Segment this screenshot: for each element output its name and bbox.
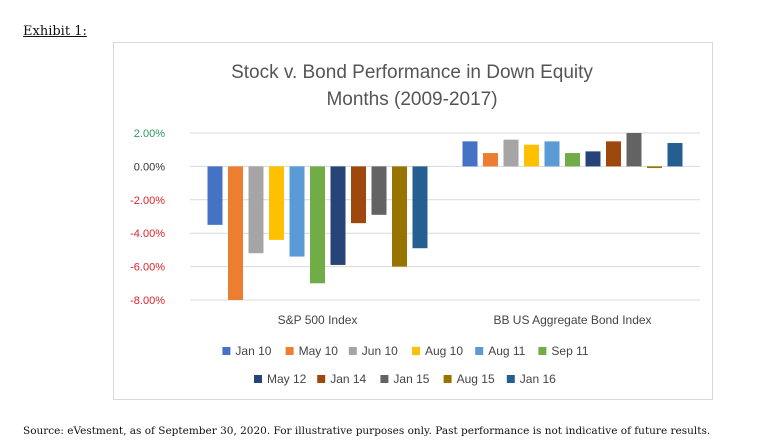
bar-sep-11	[565, 153, 580, 167]
bar-jan-10	[462, 141, 478, 167]
exhibit-label: Exhibit 1:	[23, 24, 87, 39]
bar-aug-15	[647, 166, 662, 169]
bar-aug-10	[524, 144, 539, 167]
legend-label: Jan 16	[520, 372, 556, 386]
source-note: Source: eVestment, as of September 30, 2…	[23, 425, 711, 437]
y-tick-label: -4.00%	[130, 228, 165, 240]
bar-aug-10	[269, 166, 284, 240]
legend-label: Aug 15	[457, 372, 495, 386]
legend-swatch	[380, 375, 389, 383]
y-tick-label: 2.00%	[134, 128, 165, 140]
bar-jan-16	[667, 143, 683, 167]
bar-aug-11	[544, 141, 560, 167]
bar-jun-10	[248, 166, 264, 254]
y-tick-label: -6.00%	[130, 262, 165, 274]
legend-label: Jun 10	[362, 344, 398, 358]
legend-swatch	[475, 347, 484, 355]
legend-swatch	[506, 375, 515, 383]
y-tick-label: -8.00%	[130, 295, 165, 307]
category-label: S&P 500 Index	[278, 313, 358, 327]
chart-title: Months (2009-2017)	[326, 89, 497, 110]
legend-label: Jan 15	[393, 372, 429, 386]
bar-may-12	[330, 166, 346, 265]
bar-jan-16	[412, 166, 428, 249]
legend-label: May 10	[299, 344, 339, 358]
bar-jan-10	[207, 166, 223, 225]
chart-title: Stock v. Bond Performance in Down Equity	[231, 62, 593, 83]
legend-swatch	[412, 347, 420, 355]
legend-swatch	[317, 375, 326, 383]
bar-aug-15	[392, 166, 407, 267]
legend-swatch	[348, 347, 357, 355]
legend-label: Jan 10	[235, 344, 271, 358]
y-tick-label: 0.00%	[134, 161, 165, 173]
legend-label: Aug 10	[425, 344, 463, 358]
legend-swatch	[222, 347, 231, 355]
legend-label: May 12	[267, 372, 307, 386]
category-label: BB US Aggregate Bond Index	[493, 313, 651, 327]
legend-swatch	[285, 347, 294, 355]
chart-frame	[113, 42, 713, 400]
bar-jan-14	[351, 166, 366, 224]
legend-swatch	[538, 347, 547, 355]
legend-label: Jan 14	[330, 372, 366, 386]
bar-jun-10	[503, 139, 519, 167]
bar-jan-15	[626, 133, 642, 167]
legend-label: Sep 11	[551, 344, 588, 358]
legend-swatch	[443, 375, 452, 383]
legend-label: Aug 11	[488, 344, 525, 358]
bar-may-10	[483, 153, 498, 167]
bar-jan-14	[606, 141, 621, 167]
bar-jan-15	[371, 166, 387, 215]
bar-sep-11	[310, 166, 325, 284]
bar-aug-11	[289, 166, 305, 257]
bar-may-12	[585, 151, 601, 167]
bar-may-10	[228, 166, 243, 300]
y-tick-label: -2.00%	[130, 195, 165, 207]
legend-swatch	[254, 375, 262, 383]
